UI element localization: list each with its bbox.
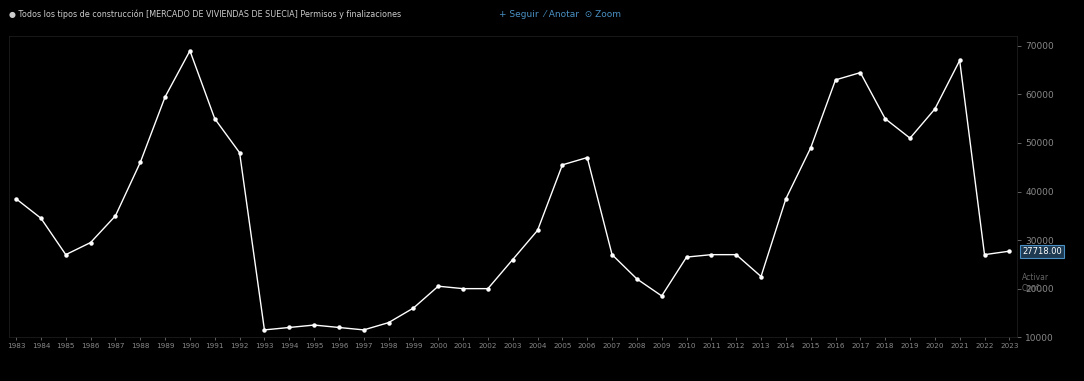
Text: 27718.00: 27718.00 bbox=[1022, 247, 1062, 256]
Text: Activar
Conf...: Activar Conf... bbox=[1022, 273, 1049, 293]
Text: + Seguir  ⁄ Anotar  ⊙ Zoom: + Seguir ⁄ Anotar ⊙ Zoom bbox=[499, 10, 621, 19]
Text: ● Todos los tipos de construcción [MERCADO DE VIVIENDAS DE SUECIA] Permisos y fi: ● Todos los tipos de construcción [MERCA… bbox=[9, 10, 401, 19]
